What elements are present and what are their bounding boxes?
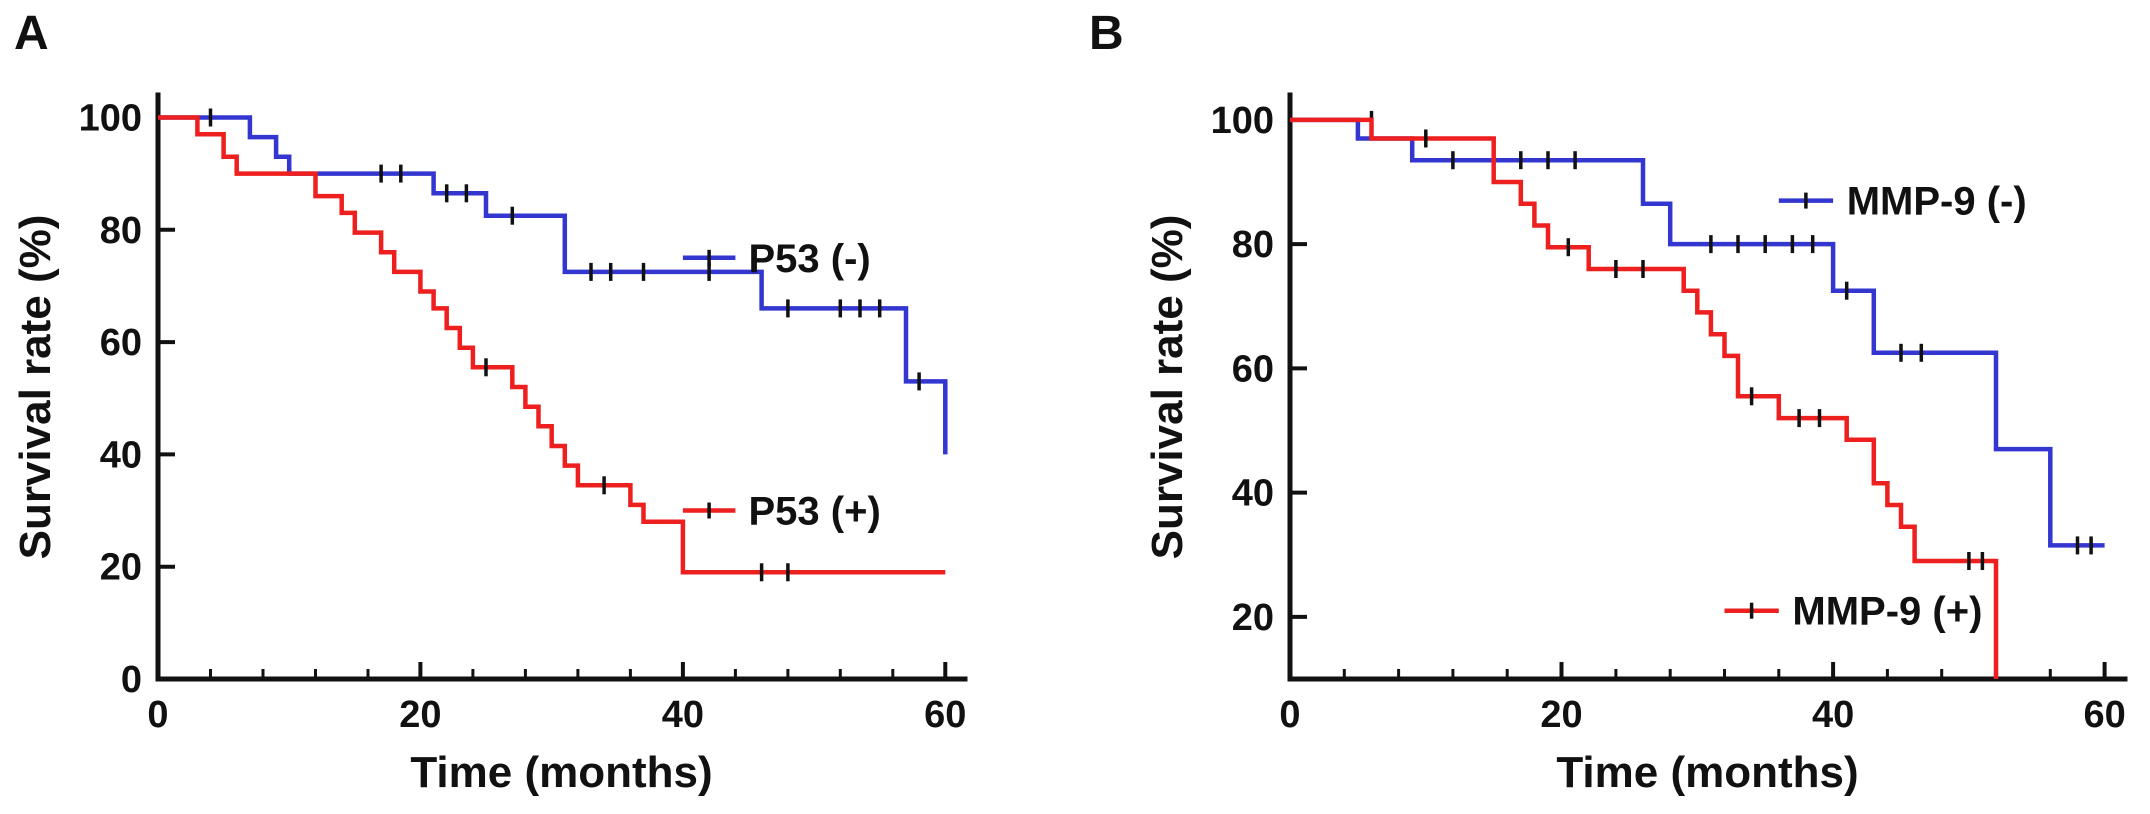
survival-chart-svg: 0 20 40 60 0 20 40 60 80 100 Time (months) Survival… xyxy=(11,92,968,797)
legend-label: P53 (+) xyxy=(749,490,881,534)
censor-marks xyxy=(1369,110,2093,555)
legend-label: P53 (-) xyxy=(749,237,871,281)
legend-label: MMP-9 (-) xyxy=(1847,180,2027,224)
y-tick-label: 40 xyxy=(100,434,142,476)
series-line xyxy=(158,115,948,455)
axes xyxy=(155,92,968,682)
x-tick-label: 60 xyxy=(924,694,966,736)
panel-a-letter: A xyxy=(14,7,49,60)
legend-entry: P53 (-) xyxy=(682,237,871,281)
series-line xyxy=(158,115,946,575)
x-axis-ticks: 0 20 40 60 xyxy=(1279,662,2126,736)
panel-a-survival-chart: 0 20 40 60 0 20 40 60 80 100 Time (months) Survival… xyxy=(11,92,968,797)
x-tick-label: 0 xyxy=(147,694,168,736)
censor-marks xyxy=(484,358,790,582)
x-tick-label: 0 xyxy=(1279,694,1300,736)
y-axis-label: Survival rate (%) xyxy=(1143,215,1192,560)
x-tick-label: 40 xyxy=(1812,694,1854,736)
y-tick-label: 100 xyxy=(79,98,142,140)
x-axis-label: Time (months) xyxy=(410,748,712,797)
survival-chart-svg: 0 20 40 60 20 40 60 80 100 Time (months) Survival … xyxy=(1143,92,2128,797)
legend-label: MMP-9 (+) xyxy=(1792,590,1982,634)
x-tick-label: 40 xyxy=(662,694,704,736)
panel-b-survival-chart: 0 20 40 60 20 40 60 80 100 Time (months) Survival … xyxy=(1075,0,2150,814)
y-tick-label: 80 xyxy=(100,210,142,252)
y-tick-label: 80 xyxy=(1232,224,1274,266)
y-tick-label: 60 xyxy=(1232,348,1274,390)
y-tick-label: 40 xyxy=(1232,473,1274,515)
censor-marks xyxy=(208,108,921,391)
legend-entry: MMP-9 (-) xyxy=(1778,180,2027,224)
y-tick-label: 20 xyxy=(100,547,142,589)
y-tick-label: 20 xyxy=(1232,597,1274,639)
y-tick-label: 100 xyxy=(1211,100,1274,142)
legend-entry: P53 (+) xyxy=(682,490,881,534)
y-axis-ticks: 0 20 40 60 80 100 xyxy=(79,98,175,701)
x-axis-ticks: 0 20 40 60 xyxy=(147,662,966,736)
y-axis-label: Survival rate (%) xyxy=(11,215,60,560)
panel-b-letter: B xyxy=(1089,7,1124,60)
legend-entry: MMP-9 (+) xyxy=(1724,590,1982,634)
panel-a: A 0 20 40 60 0 20 40 60 80 100 Time (months) Surviv… xyxy=(11,7,968,797)
x-axis-label: Time (months) xyxy=(1556,748,1858,797)
y-tick-label: 0 xyxy=(121,659,142,701)
censor-marks xyxy=(1424,129,1985,570)
panel-b: B 0 20 40 60 20 40 60 80 100 Time (months) Surviva… xyxy=(1075,0,2150,814)
y-axis-ticks: 20 40 60 80 100 xyxy=(1211,100,1307,639)
x-tick-label: 20 xyxy=(1540,694,1582,736)
series-line xyxy=(1290,117,1999,679)
y-tick-label: 60 xyxy=(100,322,142,364)
x-tick-label: 20 xyxy=(399,694,441,736)
x-tick-label: 60 xyxy=(2083,694,2125,736)
